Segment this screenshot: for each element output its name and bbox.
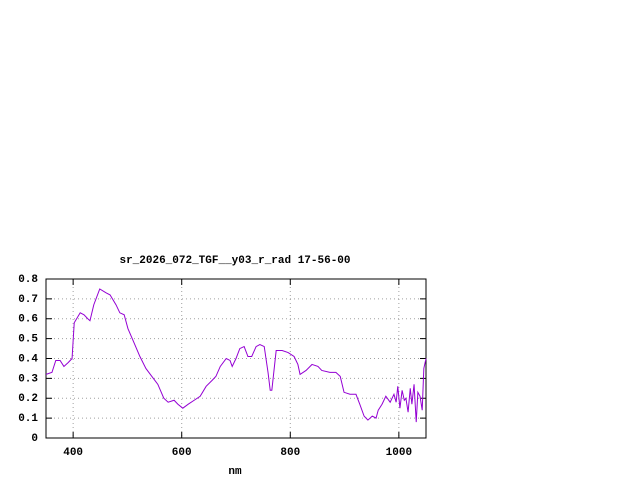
x-tick-label: 400 bbox=[63, 447, 83, 459]
x-tick-label: 800 bbox=[280, 447, 300, 459]
x-tick-label: 600 bbox=[172, 447, 192, 459]
y-tick-label: 0.5 bbox=[18, 334, 38, 346]
x-axis-label: nm bbox=[228, 466, 242, 478]
data-line bbox=[45, 288, 427, 423]
y-tick-label: 0.3 bbox=[18, 373, 38, 385]
y-tick-label: 0.8 bbox=[18, 274, 38, 286]
y-tick-label: 0.2 bbox=[18, 393, 38, 405]
y-tick-label: 0.4 bbox=[18, 353, 38, 365]
y-tick-label: 0.7 bbox=[18, 294, 38, 306]
y-tick-label: 0.6 bbox=[18, 314, 38, 326]
y-tick-label: 0 bbox=[31, 433, 38, 445]
x-tick-label: 1000 bbox=[386, 447, 412, 459]
chart-title: sr_2026_072_TGF__y03_r_rad 17-56-00 bbox=[119, 255, 350, 267]
y-tick-label: 0.1 bbox=[18, 413, 38, 425]
